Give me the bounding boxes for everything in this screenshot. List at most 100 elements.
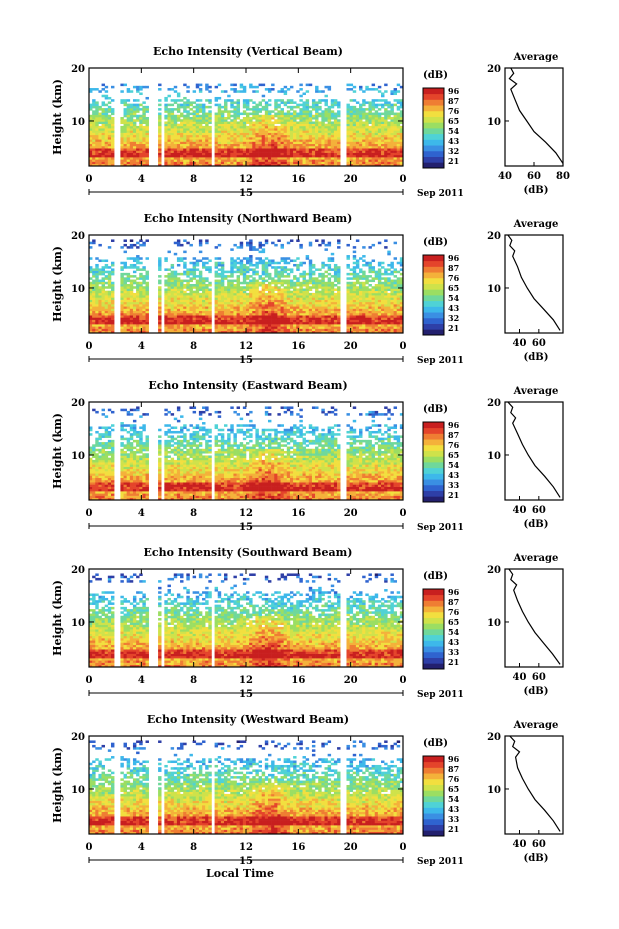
heatmap-cell: [249, 290, 253, 294]
heatmap-cell: [129, 143, 134, 147]
heatmap-cell: [293, 163, 297, 167]
heatmap-cell: [324, 119, 328, 122]
heatmap-cell: [220, 272, 225, 276]
heatmap-cell: [371, 152, 376, 156]
heatmap-cell: [324, 161, 328, 165]
heatmap-cell: [217, 110, 222, 113]
heatmap-cell: [217, 103, 222, 107]
heatmap-cell: [274, 125, 278, 129]
heatmap-cell: [164, 161, 168, 165]
heatmap-cell: [337, 312, 341, 316]
heatmap-cell: [286, 272, 291, 276]
heatmap-cell: [324, 315, 328, 318]
heatmap-cell: [277, 112, 281, 116]
heatmap-cell: [214, 297, 219, 300]
heatmap-cell: [381, 152, 385, 156]
heatmap-cell: [308, 139, 313, 142]
heatmap-cell: [176, 99, 181, 102]
heatmap-cell: [283, 117, 288, 120]
heatmap-cell: [321, 110, 325, 113]
heatmap-cell: [180, 152, 184, 156]
heatmap-cell: [377, 85, 382, 89]
heatmap-cell: [277, 128, 281, 131]
heatmap-cell: [246, 148, 250, 151]
heatmap-cell: [362, 128, 366, 131]
heatmap-cell: [129, 328, 134, 332]
heatmap-cell: [120, 312, 124, 316]
heatmap-cell: [286, 114, 291, 118]
heatmap-cell: [349, 330, 354, 334]
heatmap-cell: [280, 99, 284, 102]
heatmap-cell: [129, 297, 134, 300]
heatmap-cell: [170, 152, 175, 156]
heatmap-cell: [283, 125, 288, 129]
heatmap-cell: [327, 150, 332, 153]
heatmap-cell: [139, 277, 143, 280]
heatmap-cell: [180, 141, 184, 145]
heatmap-cell: [274, 266, 278, 269]
heatmap-cell: [142, 288, 146, 291]
heatmap-cell: [246, 266, 250, 269]
heatmap-cell: [198, 281, 203, 285]
heatmap-cell: [236, 128, 241, 131]
heatmap-cell: [246, 310, 250, 314]
heatmap-cell: [286, 145, 291, 149]
heatmap-cell: [170, 310, 175, 314]
heatmap-cell: [120, 292, 124, 296]
heatmap-cell: [308, 279, 313, 283]
heatmap-cell: [399, 105, 404, 109]
heatmap-cell: [299, 130, 303, 133]
heatmap-cell: [227, 295, 231, 298]
heatmap-cell: [170, 159, 175, 162]
heatmap-cell: [120, 83, 124, 87]
heatmap-cell: [136, 312, 140, 316]
heatmap-cell: [390, 141, 394, 145]
heatmap-cell: [296, 315, 300, 318]
heatmap-cell: [139, 315, 143, 318]
heatmap-cell: [126, 148, 131, 151]
heatmap-cell: [120, 128, 124, 131]
heatmap-cell: [176, 279, 181, 283]
heatmap-cell: [98, 308, 102, 312]
heatmap-cell: [359, 328, 363, 332]
heatmap-cell: [318, 310, 322, 314]
heatmap-cell: [261, 321, 266, 325]
heatmap-cell: [89, 90, 93, 93]
heatmap-cell: [145, 96, 149, 100]
heatmap-cell: [318, 99, 322, 102]
heatmap-cell: [311, 326, 316, 329]
chart-row-2: Echo Intensity (Northward Beam)Height (k…: [51, 212, 564, 366]
heatmap-cell: [271, 150, 275, 153]
heatmap-cell: [198, 299, 203, 303]
heatmap-cell: [330, 134, 335, 138]
heatmap-cell: [236, 159, 241, 162]
heatmap-cell: [308, 310, 313, 314]
heatmap-cell: [173, 330, 178, 334]
heatmap-cell: [192, 121, 197, 124]
heatmap-cell: [387, 121, 391, 124]
heatmap-cell: [123, 145, 127, 149]
heatmap-cell: [110, 148, 115, 151]
heatmap-cell: [302, 328, 306, 332]
heatmap-cell: [258, 139, 262, 142]
heatmap-cell: [101, 268, 105, 271]
heatmap-cell: [299, 286, 303, 289]
heatmap-cell: [274, 288, 278, 291]
heatmap-cell: [390, 108, 394, 111]
heatmap-cell: [352, 150, 357, 153]
heatmap-cell: [186, 159, 190, 162]
heatmap-cell: [239, 150, 244, 153]
heatmap-cell: [274, 275, 278, 278]
heatmap-cell: [189, 112, 193, 116]
heatmap-cell: [183, 299, 187, 303]
heatmap-cell: [214, 266, 219, 269]
heatmap-cell: [126, 266, 131, 269]
heatmap-cell: [308, 317, 313, 320]
heatmap-cell: [274, 243, 278, 247]
heatmap-cell: [365, 154, 369, 158]
heatmap-cell: [324, 288, 328, 291]
heatmap-cell: [92, 272, 96, 276]
heatmap-cell: [249, 292, 253, 296]
heatmap-cell: [267, 150, 272, 153]
heatmap-cell: [158, 297, 162, 300]
